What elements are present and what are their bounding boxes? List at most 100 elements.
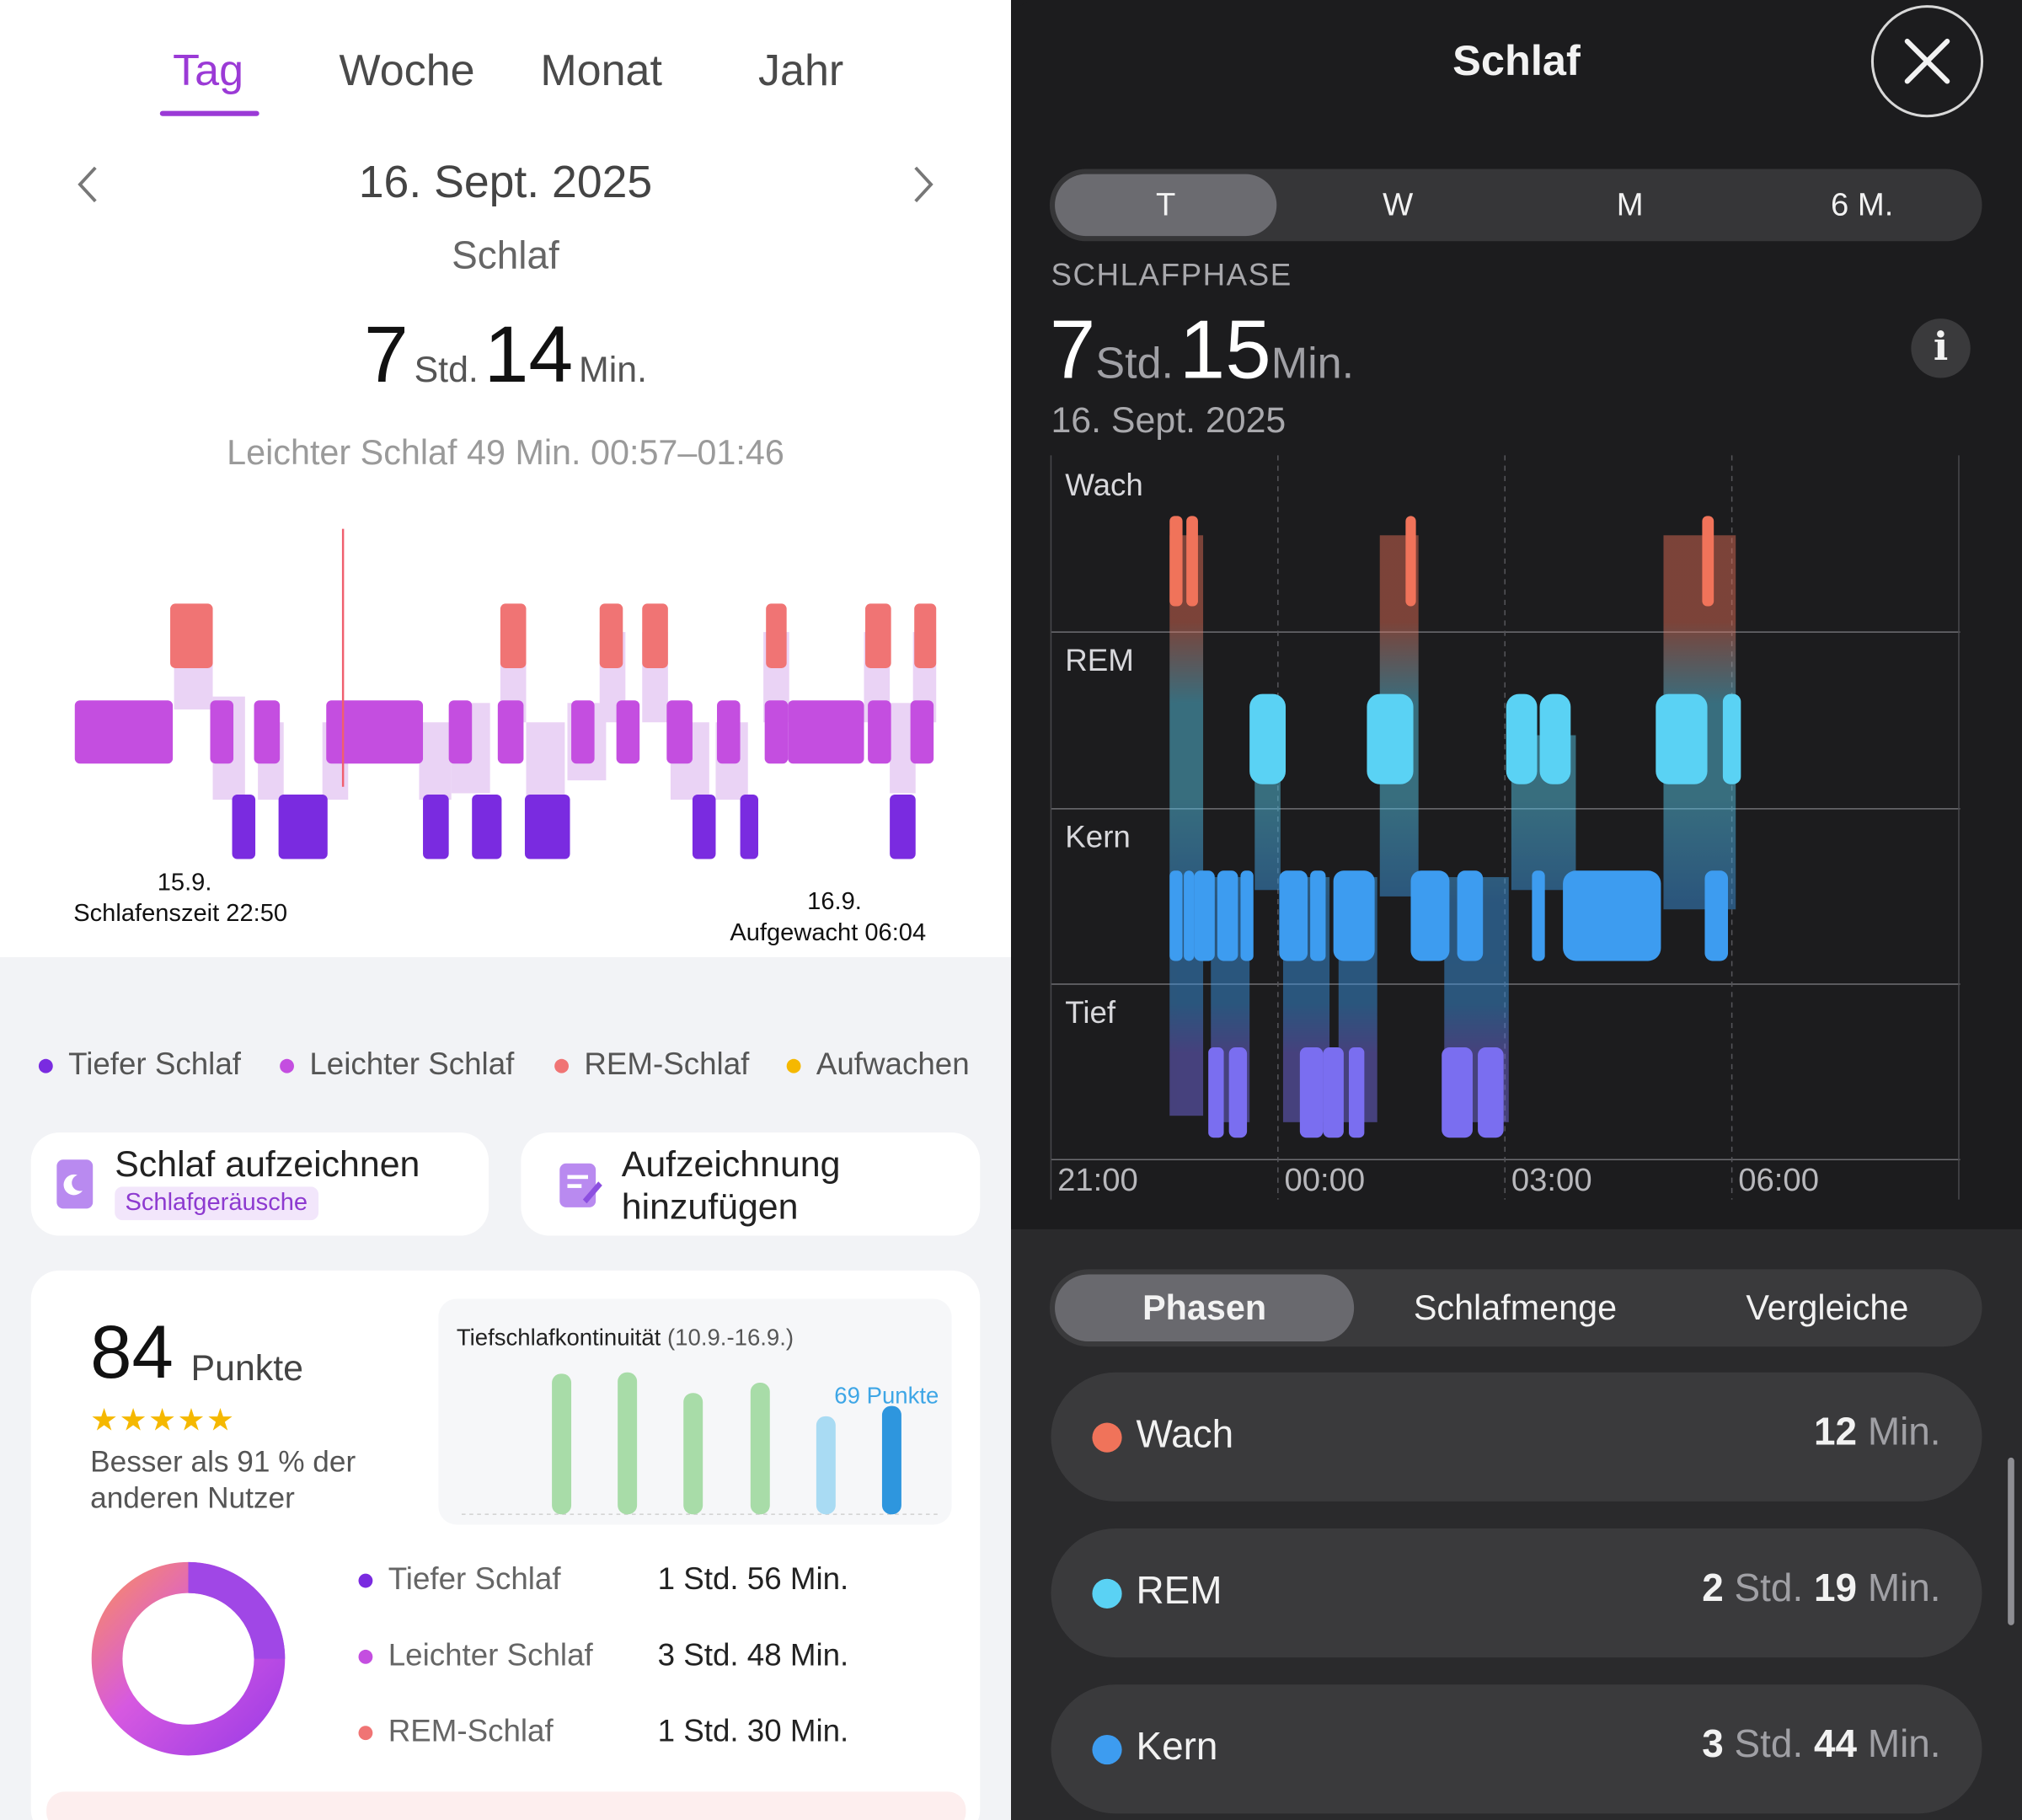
legend-light-sleep: Leichter Schlaf bbox=[280, 1047, 514, 1084]
sleep-stage-chart[interactable] bbox=[0, 516, 1011, 902]
sleep-title: Schlaf bbox=[452, 234, 559, 278]
hypnogram-rem-sleep bbox=[170, 603, 937, 668]
period-day[interactable]: T bbox=[1055, 174, 1277, 237]
tab-day[interactable]: Tag bbox=[173, 46, 244, 96]
sleep-phase-label: SCHLAFPHASE bbox=[1051, 258, 1292, 293]
close-icon bbox=[1904, 38, 1950, 84]
period-week[interactable]: W bbox=[1383, 186, 1414, 223]
legend-dot bbox=[554, 1059, 569, 1073]
legend-dot bbox=[358, 1573, 373, 1588]
view-phases[interactable]: Phasen bbox=[1055, 1274, 1355, 1342]
sleep-record-icon bbox=[56, 1159, 94, 1209]
sleep-score-card[interactable]: 84 Punkte ★★★★★ Besser als 91 % der ande… bbox=[30, 1270, 981, 1820]
tab-week[interactable]: Woche bbox=[339, 46, 475, 96]
add-record-title-line1: Aufzeichnung bbox=[621, 1143, 841, 1185]
view-selector: Phasen Schlafmenge Vergleiche bbox=[1049, 1269, 1982, 1347]
awake-dot bbox=[1092, 1422, 1122, 1453]
bedtime-label: Schlafenszeit 22:50 bbox=[73, 900, 288, 928]
sleep-page-title: Schlaf bbox=[1452, 35, 1581, 84]
wakeup-date: 16.9. bbox=[807, 888, 862, 916]
continuity-bar-3 bbox=[683, 1393, 703, 1515]
chart-deep-segments bbox=[1208, 1047, 1504, 1138]
tab-year[interactable]: Jahr bbox=[758, 46, 844, 96]
legend-deep-sleep: Tiefer Schlaf bbox=[38, 1047, 241, 1084]
wakeup-label: Aufgewacht 06:04 bbox=[730, 919, 927, 947]
stage-row-deep: Tiefer Schlaf bbox=[358, 1562, 561, 1598]
sleep-duration: 7Std. 15Min. bbox=[1050, 302, 1354, 397]
y-label-awake: Wach bbox=[1065, 468, 1142, 502]
sleep-score-unit: Punkte bbox=[190, 1347, 303, 1389]
y-label-core: Kern bbox=[1065, 820, 1131, 854]
info-button[interactable]: i bbox=[1911, 318, 1971, 378]
stage-card-core[interactable]: Kern 3 Std. 44 Min. bbox=[1051, 1684, 1982, 1814]
close-button[interactable] bbox=[1870, 5, 1984, 118]
chart-transitions bbox=[1169, 535, 1736, 1122]
info-icon: i bbox=[1933, 324, 1949, 371]
chart-awake-segments bbox=[1169, 516, 1714, 607]
continuity-bars bbox=[461, 1372, 942, 1515]
continuity-bar-2 bbox=[618, 1372, 638, 1515]
period-month[interactable]: M bbox=[1616, 186, 1644, 223]
sleep-score-value: 84 bbox=[90, 1310, 174, 1394]
legend-dot bbox=[38, 1059, 53, 1073]
record-sleep-button[interactable]: Schlaf aufzeichnen bbox=[30, 1132, 489, 1236]
chart-rem-segments bbox=[1249, 693, 1741, 784]
sleep-date: 16. Sept. 2025 bbox=[1051, 399, 1286, 441]
stage-name: Kern bbox=[1136, 1726, 1218, 1769]
stage-value: 2 Std. 19 Min. bbox=[1702, 1566, 1941, 1610]
stage-card-awake[interactable]: Wach 12 Min. bbox=[1051, 1372, 1982, 1502]
duration-hours: 7 bbox=[1049, 302, 1096, 396]
sleep-stage-donut bbox=[91, 1561, 286, 1756]
continuity-bar-6 bbox=[881, 1405, 901, 1515]
selected-segment-info: Leichter Schlaf 49 Min. 00:57–01:46 bbox=[227, 433, 784, 473]
chevron-left-icon bbox=[78, 166, 97, 203]
sleep-sounds-badge[interactable]: Schlafgeräusche bbox=[115, 1186, 318, 1221]
add-record-button[interactable]: Aufzeichnung hinzufügen bbox=[521, 1132, 981, 1236]
legend-dot bbox=[358, 1726, 373, 1741]
period-6-months[interactable]: 6 M. bbox=[1830, 186, 1894, 223]
view-compare[interactable]: Vergleiche bbox=[1746, 1288, 1909, 1328]
x-label-00: 00:00 bbox=[1284, 1162, 1365, 1198]
chart-x-labels: 21:00 00:00 03:00 06:00 bbox=[1057, 1162, 1819, 1198]
duration-minutes-unit: Min. bbox=[1270, 339, 1355, 388]
next-day-button[interactable] bbox=[905, 163, 941, 206]
y-label-deep: Tief bbox=[1065, 995, 1116, 1030]
deep-sleep-continuity-title: Tiefschlafkontinuität (10.9.-16.9.) bbox=[456, 1325, 794, 1351]
x-label-21: 21:00 bbox=[1057, 1162, 1138, 1198]
continuity-bar-1 bbox=[552, 1373, 572, 1515]
legend-rem-sleep: REM-Schlaf bbox=[554, 1047, 749, 1084]
duration-minutes: 15 bbox=[1179, 302, 1271, 396]
stage-card-rem[interactable]: REM 2 Std. 19 Min. bbox=[1051, 1528, 1982, 1658]
x-label-06: 06:00 bbox=[1738, 1162, 1819, 1198]
duration-hours-unit: Std. bbox=[1095, 339, 1174, 388]
scrollbar[interactable] bbox=[2008, 1457, 2014, 1625]
hypnogram-deep-sleep bbox=[232, 794, 916, 859]
deep-sleep-continuity-chart[interactable]: Tiefschlafkontinuität (10.9.-16.9.) 69 P… bbox=[438, 1298, 952, 1525]
stage-value: 12 Min. bbox=[1813, 1410, 1941, 1454]
record-sleep-title: Schlaf aufzeichnen bbox=[115, 1143, 420, 1185]
rem-dot bbox=[1092, 1578, 1122, 1609]
stage-row-light: Leichter Schlaf bbox=[358, 1638, 593, 1674]
duration-minutes-unit: Min. bbox=[579, 349, 648, 390]
legend-dot bbox=[358, 1650, 373, 1665]
chart-y-labels: Wach REM Kern Tief bbox=[1065, 468, 1142, 1030]
previous-day-button[interactable] bbox=[72, 163, 109, 206]
stage-value: 3 Std. 44 Min. bbox=[1702, 1723, 1941, 1766]
period-selector: T W M 6 M. bbox=[1049, 169, 1982, 242]
sleep-phase-chart[interactable]: Wach REM Kern Tief 21:00 00:00 03:00 06:… bbox=[1011, 452, 2022, 1212]
chevron-right-icon bbox=[914, 166, 933, 203]
legend-awake: Aufwachen bbox=[786, 1047, 970, 1084]
duration-hours-unit: Std. bbox=[414, 349, 479, 390]
left-sleep-app: Tag Woche Monat Jahr 16. Sept. 2025 Schl… bbox=[0, 46, 1011, 1820]
stage-value-rem: 1 Std. 30 Min. bbox=[657, 1714, 849, 1749]
view-sleep-amount[interactable]: Schlafmenge bbox=[1413, 1288, 1618, 1328]
sleep-score-stars: ★★★★★ bbox=[90, 1403, 236, 1438]
bedtime-date: 15.9. bbox=[157, 869, 212, 897]
tab-month[interactable]: Monat bbox=[540, 46, 662, 96]
duration-hours: 7 bbox=[363, 310, 409, 400]
right-sleep-app: Schlaf T W M 6 M. SCHLAFPHASE 7Std. 15Mi… bbox=[1011, 0, 2022, 1820]
edit-note-icon bbox=[559, 1163, 602, 1207]
legend-dot bbox=[786, 1059, 801, 1073]
total-sleep-duration: 7 Std. 14 Min. bbox=[0, 309, 1011, 401]
deep-sleep-continuity-points: 69 Punkte bbox=[834, 1383, 939, 1409]
